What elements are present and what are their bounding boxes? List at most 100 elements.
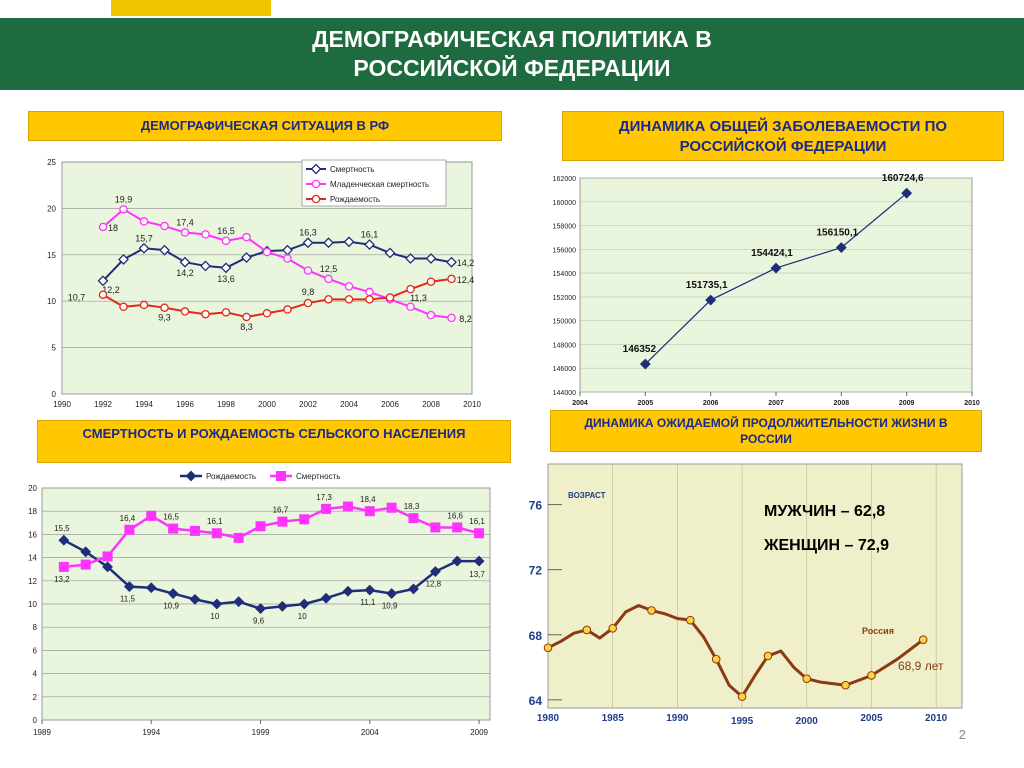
legend-marker xyxy=(277,472,286,481)
y-tick-label: 146000 xyxy=(553,366,576,373)
data-label: 13,6 xyxy=(217,274,235,284)
x-tick-label: 2000 xyxy=(258,400,276,409)
section-title-life-expectancy: ДИНАМИКА ОЖИДАЕМОЙ ПРОДОЛЖИТЕЛЬНОСТИ ЖИЗ… xyxy=(550,410,982,452)
chart-rural-population: 024681012141618201989 1994 1999 2004 2009Рож… xyxy=(20,468,496,742)
x-tick-label: 1980 xyxy=(537,713,560,724)
data-point xyxy=(161,304,168,311)
x-tick-label: 2004 xyxy=(572,400,588,407)
data-point xyxy=(427,312,434,319)
x-tick-label: 1996 xyxy=(176,400,194,409)
data-label: 11,5 xyxy=(120,595,136,604)
annotation-women: ЖЕНЩИН – 72,9 xyxy=(763,537,889,554)
x-tick-label: 2010 xyxy=(964,400,980,407)
data-label: 10,7 xyxy=(68,293,86,303)
data-label: 11,1 xyxy=(360,598,376,607)
x-tick-label: 1992 xyxy=(94,400,112,409)
y-tick-label: 160000 xyxy=(553,200,576,207)
x-tick-label: 1990 xyxy=(53,400,71,409)
data-label: 13,2 xyxy=(54,575,70,584)
data-point xyxy=(544,644,552,652)
y-tick-label: 0 xyxy=(33,716,38,725)
y-tick-label: 150000 xyxy=(553,319,576,326)
page-title: ДЕМОГРАФИЧЕСКАЯ ПОЛИТИКА В РОССИЙСКОЙ ФЕ… xyxy=(0,18,1024,90)
data-label: 160724,6 xyxy=(882,173,924,184)
value-label: 68,9 лет xyxy=(898,659,944,673)
data-label: 12,5 xyxy=(320,264,338,274)
data-point xyxy=(409,514,418,523)
section-title-life-line1: ДИНАМИКА ОЖИДАЕМОЙ ПРОДОЛЖИТЕЛЬНОСТИ ЖИЗ… xyxy=(551,415,981,431)
x-tick-label: 2010 xyxy=(925,713,948,724)
y-tick-label: 2 xyxy=(33,693,38,702)
data-label: 10,9 xyxy=(163,602,179,611)
y-tick-label: 16 xyxy=(28,530,37,539)
data-label: 16,1 xyxy=(469,517,485,526)
data-point xyxy=(234,533,243,542)
data-label: 14,2 xyxy=(457,258,475,268)
data-point xyxy=(609,624,617,632)
y-tick-label: 12 xyxy=(28,577,37,586)
data-point xyxy=(284,306,291,313)
data-label: 10 xyxy=(298,612,307,621)
x-tick-label: 1989 xyxy=(33,728,51,737)
data-point xyxy=(263,248,270,255)
data-point xyxy=(648,607,656,615)
data-point xyxy=(322,504,331,513)
y-tick-label: 148000 xyxy=(553,342,576,349)
data-point xyxy=(190,526,199,535)
y-tick-label: 20 xyxy=(47,204,56,213)
page-title-line2: РОССИЙСКОЙ ФЕДЕРАЦИИ xyxy=(0,54,1024,83)
y-tick-label: 144000 xyxy=(553,390,576,397)
data-label: 154424,1 xyxy=(751,248,793,259)
data-point xyxy=(345,296,352,303)
x-tick-label: 2007 xyxy=(768,400,784,407)
data-point xyxy=(365,507,374,516)
y-tick-label: 152000 xyxy=(553,295,576,302)
data-point xyxy=(243,313,250,320)
data-point xyxy=(687,616,695,624)
data-label: 18 xyxy=(108,223,118,233)
data-point xyxy=(345,283,352,290)
data-label: 146352 xyxy=(623,344,657,355)
data-label: 11,3 xyxy=(410,293,427,303)
x-tick-label: 2004 xyxy=(361,728,379,737)
data-point xyxy=(161,222,168,229)
data-point xyxy=(120,206,127,213)
data-point xyxy=(81,560,90,569)
data-point xyxy=(147,511,156,520)
annotation-men: МУЖЧИН – 62,8 xyxy=(764,503,885,520)
section-title-rural-text: СМЕРТНОСТЬ И РОЖДАЕМОСТЬ СЕЛЬСКОГО НАСЕЛ… xyxy=(83,426,466,441)
x-tick-label: 2006 xyxy=(703,400,719,407)
data-point xyxy=(738,693,746,701)
data-point xyxy=(919,636,927,644)
y-tick-label: 76 xyxy=(529,499,543,513)
data-label: 156150,1 xyxy=(816,228,858,239)
data-point xyxy=(842,681,850,689)
data-label: 16,1 xyxy=(207,517,223,526)
x-tick-label: 2005 xyxy=(860,713,883,724)
data-point xyxy=(366,288,373,295)
data-point xyxy=(125,525,134,534)
legend-label: Младенческая смертность xyxy=(330,180,429,189)
data-label: 9,3 xyxy=(158,313,171,323)
data-point xyxy=(325,275,332,282)
data-point xyxy=(140,218,147,225)
data-point xyxy=(304,299,311,306)
data-label: 16,7 xyxy=(273,506,289,515)
data-point xyxy=(803,675,811,683)
data-label: 9,6 xyxy=(253,617,265,626)
data-point xyxy=(453,523,462,532)
y-tick-label: 8 xyxy=(33,623,38,632)
data-point xyxy=(278,517,287,526)
y-tick-label: 154000 xyxy=(553,271,576,278)
data-label: 16,5 xyxy=(217,226,235,236)
x-tick-label: 1995 xyxy=(731,716,754,727)
data-point xyxy=(243,234,250,241)
y-tick-label: 158000 xyxy=(553,224,576,231)
x-tick-label: 1994 xyxy=(135,400,153,409)
x-tick-label: 2006 xyxy=(381,400,399,409)
y-tick-label: 64 xyxy=(529,694,543,708)
y-tick-label: 20 xyxy=(28,484,37,493)
x-tick-label: 1998 xyxy=(217,400,235,409)
y-tick-label: 68 xyxy=(529,629,543,643)
data-point xyxy=(169,524,178,533)
